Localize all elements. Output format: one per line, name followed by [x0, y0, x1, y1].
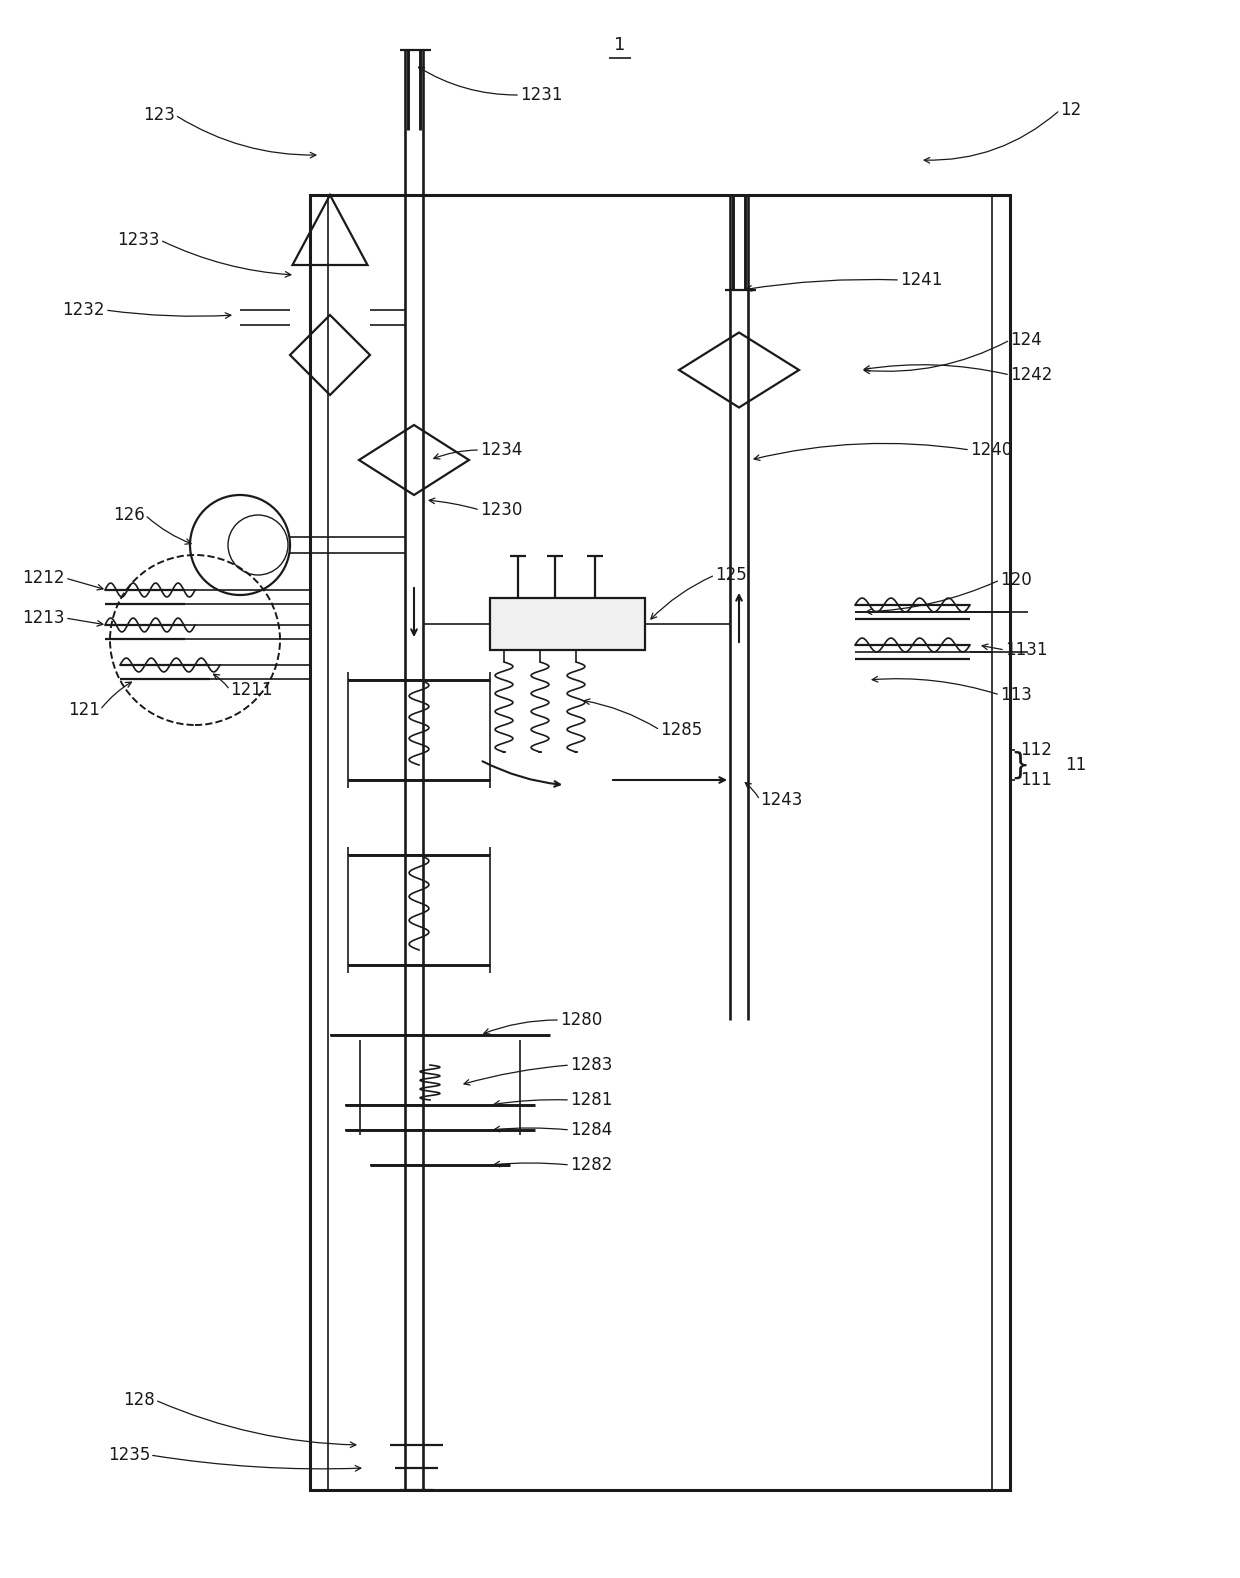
Text: 12: 12 [1060, 101, 1081, 118]
Text: 1213: 1213 [22, 609, 64, 626]
Text: 1242: 1242 [1011, 366, 1053, 383]
Text: 1284: 1284 [570, 1120, 613, 1139]
Text: 1283: 1283 [570, 1056, 613, 1075]
Text: 1281: 1281 [570, 1090, 613, 1109]
Text: 1234: 1234 [480, 440, 522, 459]
Text: 1231: 1231 [520, 85, 563, 104]
Text: 121: 121 [68, 701, 100, 720]
Text: 1211: 1211 [229, 682, 273, 699]
Text: 1212: 1212 [22, 570, 64, 587]
Bar [310, 196, 1011, 1490]
Text: 1232: 1232 [62, 301, 105, 319]
Text: 1240: 1240 [970, 440, 1012, 459]
Text: 1243: 1243 [760, 791, 802, 810]
Text: 1280: 1280 [560, 1011, 603, 1029]
Text: 11: 11 [1065, 756, 1086, 773]
Text: 1235: 1235 [108, 1445, 150, 1464]
Text: 112: 112 [1021, 742, 1052, 759]
Text: 111: 111 [1021, 772, 1052, 789]
Text: 123: 123 [143, 106, 175, 125]
Text: 1131: 1131 [1004, 641, 1048, 660]
Text: 128: 128 [123, 1390, 155, 1409]
Bar [490, 598, 645, 650]
Text: 1241: 1241 [900, 271, 942, 289]
Text: 1233: 1233 [118, 230, 160, 249]
Text: }: } [1011, 751, 1029, 780]
Text: 125: 125 [715, 567, 746, 584]
Text: 120: 120 [999, 571, 1032, 589]
Text: 1282: 1282 [570, 1157, 613, 1174]
Text: 1230: 1230 [480, 500, 522, 519]
Text: 113: 113 [999, 686, 1032, 704]
Text: 1: 1 [614, 36, 626, 54]
Text: 124: 124 [1011, 331, 1042, 349]
Text: 1285: 1285 [660, 721, 702, 739]
Text: 126: 126 [113, 507, 145, 524]
